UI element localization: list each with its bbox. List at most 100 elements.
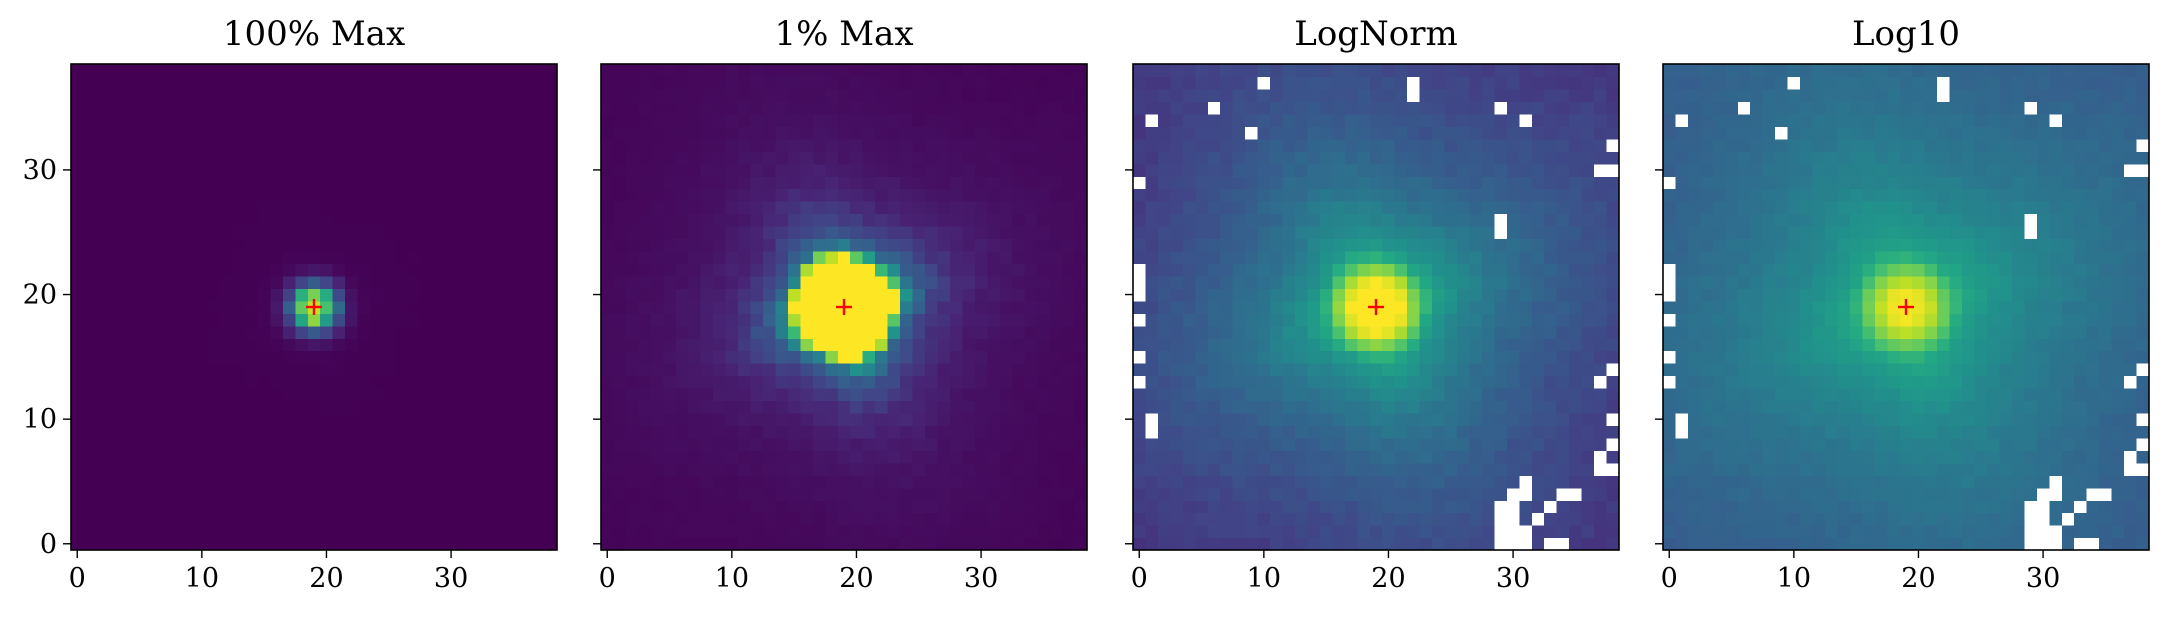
- heatmap-cell: [1531, 101, 1545, 115]
- heatmap-cell: [2011, 537, 2025, 551]
- heatmap-cell: [71, 163, 85, 177]
- heatmap-cell: [494, 388, 508, 402]
- heatmap-cell: [1725, 525, 1739, 539]
- heatmap-cell: [937, 226, 951, 240]
- heatmap-cell: [1800, 425, 1814, 439]
- heatmap-cell: [700, 313, 714, 327]
- heatmap-cell: [1469, 350, 1483, 364]
- heatmap-cell: [95, 201, 109, 215]
- heatmap-cell: [974, 437, 988, 451]
- heatmap-cell: [482, 126, 496, 140]
- heatmap-cell: [1494, 375, 1508, 389]
- heatmap-cell: [787, 113, 801, 127]
- heatmap-cell: [370, 537, 384, 551]
- heatmap-cell: [1182, 500, 1196, 514]
- heatmap-cell: [688, 537, 702, 551]
- heatmap-cell: [1581, 462, 1595, 476]
- heatmap-cell: [1157, 163, 1171, 177]
- heatmap-cell: [1887, 512, 1901, 526]
- heatmap-cell: [1157, 512, 1171, 526]
- heatmap-cell: [357, 213, 371, 227]
- heatmap-cell: [1912, 512, 1926, 526]
- heatmap-cell: [974, 412, 988, 426]
- heatmap-cell: [270, 288, 284, 302]
- heatmap-cell: [332, 500, 346, 514]
- heatmap-cell: [233, 88, 247, 102]
- heatmap-cell: [170, 487, 184, 501]
- heatmap-cell: [912, 64, 926, 78]
- heatmap-cell: [108, 350, 122, 364]
- heatmap-cell: [650, 300, 664, 314]
- heatmap-cell: [245, 101, 259, 115]
- heatmap-cell: [1270, 375, 1284, 389]
- heatmap-cell: [1606, 76, 1620, 90]
- heatmap-cell: [1182, 88, 1196, 102]
- heatmap-cell: [145, 375, 159, 389]
- heatmap-cell: [688, 350, 702, 364]
- heatmap-cell: [1344, 275, 1358, 289]
- heatmap-cell: [812, 113, 826, 127]
- heatmap-cell: [1295, 462, 1309, 476]
- heatmap-cell: [257, 300, 271, 314]
- heatmap-cell: [850, 537, 864, 551]
- heatmap-cell: [345, 500, 359, 514]
- heatmap-cell: [233, 400, 247, 414]
- heatmap-cell: [2024, 475, 2038, 489]
- heatmap-cell: [1344, 475, 1358, 489]
- heatmap-cell: [345, 201, 359, 215]
- heatmap-cell: [887, 213, 901, 227]
- heatmap-cell: [1232, 226, 1246, 240]
- heatmap-cell: [1432, 375, 1446, 389]
- heatmap-cell: [1725, 462, 1739, 476]
- heatmap-cell: [1012, 363, 1026, 377]
- heatmap-cell: [519, 350, 533, 364]
- heatmap-cell: [1270, 226, 1284, 240]
- heatmap-cell: [1207, 537, 1221, 551]
- heatmap-cell: [862, 138, 876, 152]
- heatmap-cell: [170, 250, 184, 264]
- heatmap-cell: [519, 226, 533, 240]
- heatmap-cell: [1133, 512, 1147, 526]
- heatmap-cell: [1531, 350, 1545, 364]
- heatmap-cell: [395, 525, 409, 539]
- heatmap-cell: [133, 350, 147, 364]
- heatmap-cell: [108, 201, 122, 215]
- heatmap-cell: [245, 126, 259, 140]
- heatmap-cell: [1357, 101, 1371, 115]
- heatmap-cell: [1170, 450, 1184, 464]
- heatmap-cell: [1282, 126, 1296, 140]
- heatmap-cell: [120, 512, 134, 526]
- heatmap-cell: [663, 263, 677, 277]
- heatmap-cell: [912, 176, 926, 190]
- heatmap-cell: [1606, 537, 1620, 551]
- heatmap-cell: [1295, 338, 1309, 352]
- heatmap-cell: [482, 238, 496, 252]
- heatmap-cell: [800, 487, 814, 501]
- heatmap-cell: [1481, 238, 1495, 252]
- heatmap-cell: [457, 537, 471, 551]
- heatmap-cell: [1419, 250, 1433, 264]
- heatmap-cell: [1569, 325, 1583, 339]
- heatmap-cell: [1457, 425, 1471, 439]
- heatmap-cell: [220, 462, 234, 476]
- heatmap-cell: [1432, 88, 1446, 102]
- heatmap-cell: [1207, 113, 1221, 127]
- heatmap-cell: [170, 88, 184, 102]
- heatmap-cell: [987, 288, 1001, 302]
- heatmap-cell: [1344, 500, 1358, 514]
- heatmap-cell: [1556, 350, 1570, 364]
- heatmap-cell: [71, 512, 85, 526]
- heatmap-cell: [270, 138, 284, 152]
- heatmap-cell: [2074, 475, 2088, 489]
- heatmap-cell: [1307, 462, 1321, 476]
- heatmap-cell: [738, 487, 752, 501]
- heatmap-cell: [1157, 437, 1171, 451]
- heatmap-cell: [71, 88, 85, 102]
- heatmap-cell: [837, 338, 851, 352]
- heatmap-cell: [320, 412, 334, 426]
- heatmap-cell: [1569, 151, 1583, 165]
- heatmap-cell: [1282, 375, 1296, 389]
- heatmap-cell: [1556, 163, 1570, 177]
- x-tick-label: 30: [964, 563, 998, 594]
- heatmap-cell: [1012, 400, 1026, 414]
